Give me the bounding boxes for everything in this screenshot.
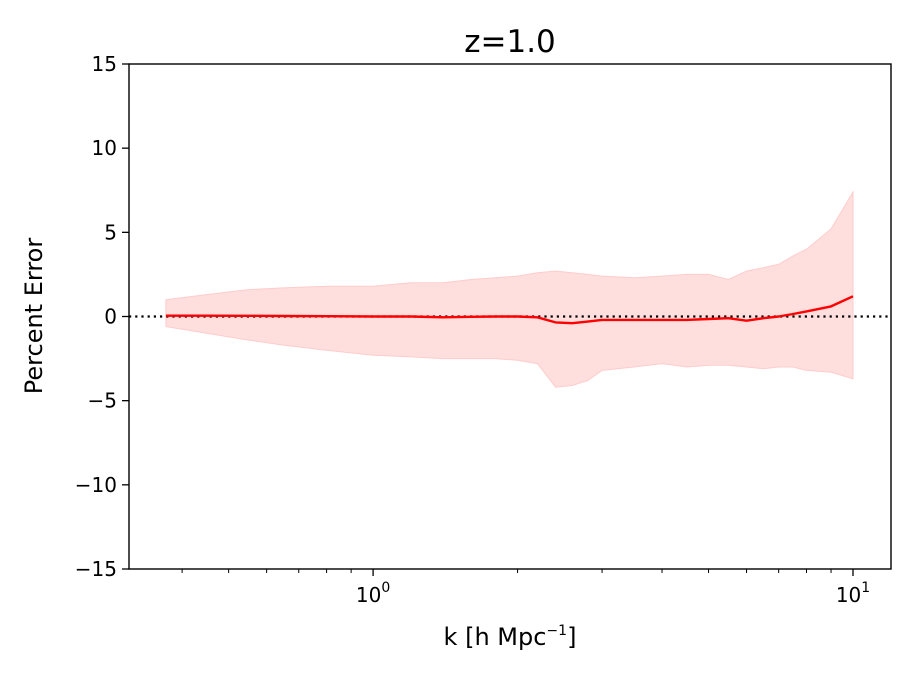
x-tick-base: 10 xyxy=(836,583,861,607)
chart-title: z=1.0 xyxy=(464,24,556,60)
x-tick-exponent: 0 xyxy=(381,580,390,596)
y-axis: 15 10 5 0 −5 −10 −15 xyxy=(75,52,129,581)
y-tick-label: −15 xyxy=(75,557,117,581)
x-tick-label: 101 xyxy=(836,580,870,607)
y-tick-label: 15 xyxy=(92,52,117,76)
y-axis-label: Percent Error xyxy=(20,238,48,395)
x-axis-label-superscript: −1 xyxy=(546,623,567,639)
x-axis: 100 101 xyxy=(181,569,870,607)
x-tick-exponent: 1 xyxy=(861,580,870,596)
y-tick-label: −5 xyxy=(88,389,117,413)
y-tick-label: 10 xyxy=(92,136,117,160)
x-tick-base: 10 xyxy=(356,583,381,607)
y-tick-label: 0 xyxy=(104,305,117,329)
x-axis-label-base: k [h Mpc xyxy=(444,623,547,651)
error-band-0 xyxy=(165,190,854,388)
x-axis-label-end: ] xyxy=(567,623,576,651)
y-tick-label: −10 xyxy=(75,473,117,497)
series-line-0 xyxy=(165,295,854,325)
y-tick-label: 5 xyxy=(104,220,117,244)
x-axis-label: k [h Mpc−1] xyxy=(444,623,577,651)
plot-area xyxy=(129,190,891,388)
x-tick-label: 100 xyxy=(356,580,390,607)
